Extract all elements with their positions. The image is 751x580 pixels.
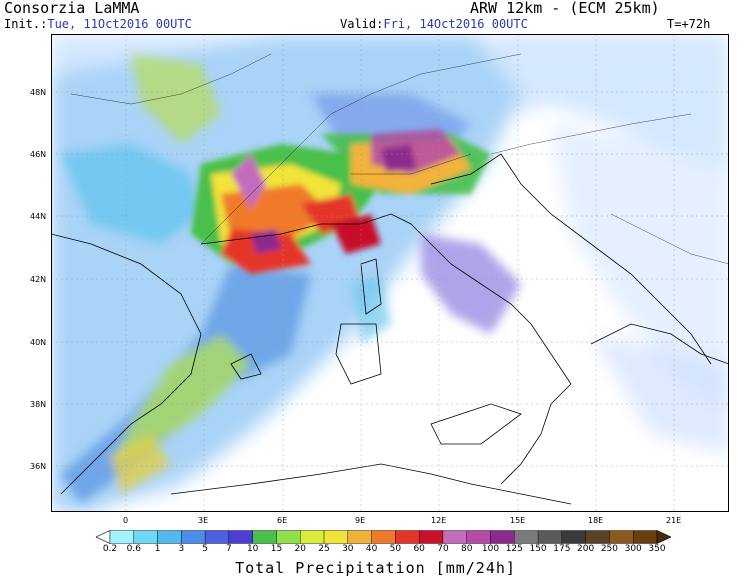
colorbar-level-label: 5 (202, 544, 208, 554)
init-time: Init.:Tue, 11Oct2016 00UTC (4, 18, 192, 31)
colorbar-swatch (537, 530, 563, 544)
coastlines (51, 153, 729, 505)
colorbar-swatch (371, 530, 396, 544)
lon-label: 0 (123, 516, 129, 525)
organization-title: Consorzia LaMMA (4, 0, 140, 17)
colorbar-level-label: 125 (505, 544, 523, 554)
lon-label: 6E (277, 516, 288, 525)
model-title: ARW 12km - (ECM 25km) (470, 0, 660, 17)
valid-value: Fri, 14Oct2016 00UTC (383, 17, 528, 31)
lead-time: T=+72h (667, 17, 711, 31)
colorbar-level-label: 3 (178, 544, 185, 554)
colorbar-over-triangle (656, 530, 671, 544)
colorbar-swatch (300, 530, 325, 544)
colorbar-swatch (252, 530, 277, 544)
colorbar-swatch (561, 530, 586, 544)
colorbar-swatch (609, 530, 634, 544)
heavy-precip-layer (191, 129, 491, 274)
valid-time: Valid:Fri, 14Oct2016 00UTC (340, 18, 528, 31)
colorbar-under-triangle (96, 530, 111, 544)
colorbar-level-label: 150 (529, 544, 547, 554)
colorbar-swatch (109, 530, 134, 544)
moderate-precip-layer (61, 54, 521, 504)
colorbar-swatch (347, 530, 372, 544)
colorbar-level-label: 60 (413, 544, 425, 554)
colorbar-level-label: 30 (342, 544, 354, 554)
lat-label: 40N (30, 338, 47, 347)
colorbar-level-label: 25 (318, 544, 330, 554)
colorbar-level-label: 250 (600, 544, 619, 554)
country-borders (70, 53, 729, 265)
colorbar-level-label: 175 (553, 544, 571, 554)
colorbar-swatch (490, 530, 515, 544)
colorbar-swatch (276, 530, 301, 544)
lat-label: 38N (30, 400, 47, 409)
lat-label: 48N (30, 88, 47, 97)
colorbar-swatch (633, 530, 658, 544)
lon-label: 21E (666, 516, 682, 525)
lon-label: 15E (510, 516, 526, 525)
colorbar (96, 530, 671, 544)
colorbar-swatch (395, 530, 420, 544)
colorbar-level-label: 300 (624, 544, 642, 554)
graticule (51, 34, 729, 512)
colorbar-swatch (442, 530, 467, 544)
colorbar-swatch (466, 530, 491, 544)
colorbar-level-label: 350 (648, 544, 666, 554)
lon-label: 9E (355, 516, 366, 525)
lat-label: 36N (30, 462, 47, 471)
colorbar-level-label: 40 (365, 544, 378, 554)
colorbar-title: Total Precipitation [mm/24h] (235, 559, 516, 577)
lon-label: 12E (431, 516, 447, 525)
init-label: Init.: (4, 17, 48, 31)
lat-label: 46N (30, 150, 47, 159)
lon-label: 18E (588, 516, 604, 525)
colorbar-swatch (157, 530, 182, 544)
colorbar-level-label: 10 (246, 544, 259, 554)
colorbar-level-label: 80 (461, 544, 473, 554)
colorbar-swatch (181, 530, 206, 544)
colorbar-swatch (418, 530, 444, 544)
colorbar-swatch (323, 530, 349, 544)
lat-label: 42N (30, 275, 47, 284)
colorbar-level-label: 100 (481, 544, 500, 554)
colorbar-level-label: 0.2 (102, 544, 118, 554)
colorbar-swatch (228, 530, 253, 544)
colorbar-swatch (204, 530, 230, 544)
colorbar-level-label: 0.6 (126, 544, 141, 554)
valid-label: Valid: (340, 17, 384, 31)
colorbar-level-label: 1 (154, 544, 161, 554)
colorbar-level-label: 15 (270, 544, 283, 554)
precipitation-map (51, 34, 729, 512)
colorbar-level-label: 7 (226, 544, 232, 554)
colorbar-swatch (585, 530, 610, 544)
colorbar-level-label: 70 (437, 544, 449, 554)
colorbar-level-label: 20 (294, 544, 306, 554)
colorbar-level-label: 200 (577, 544, 595, 554)
colorbar-level-label: 50 (389, 544, 402, 554)
init-value: Tue, 11Oct2016 00UTC (47, 17, 192, 31)
lon-label: 3E (198, 516, 209, 525)
lat-label: 44N (30, 212, 47, 221)
colorbar-swatch (514, 530, 539, 544)
colorbar-swatch (133, 530, 158, 544)
